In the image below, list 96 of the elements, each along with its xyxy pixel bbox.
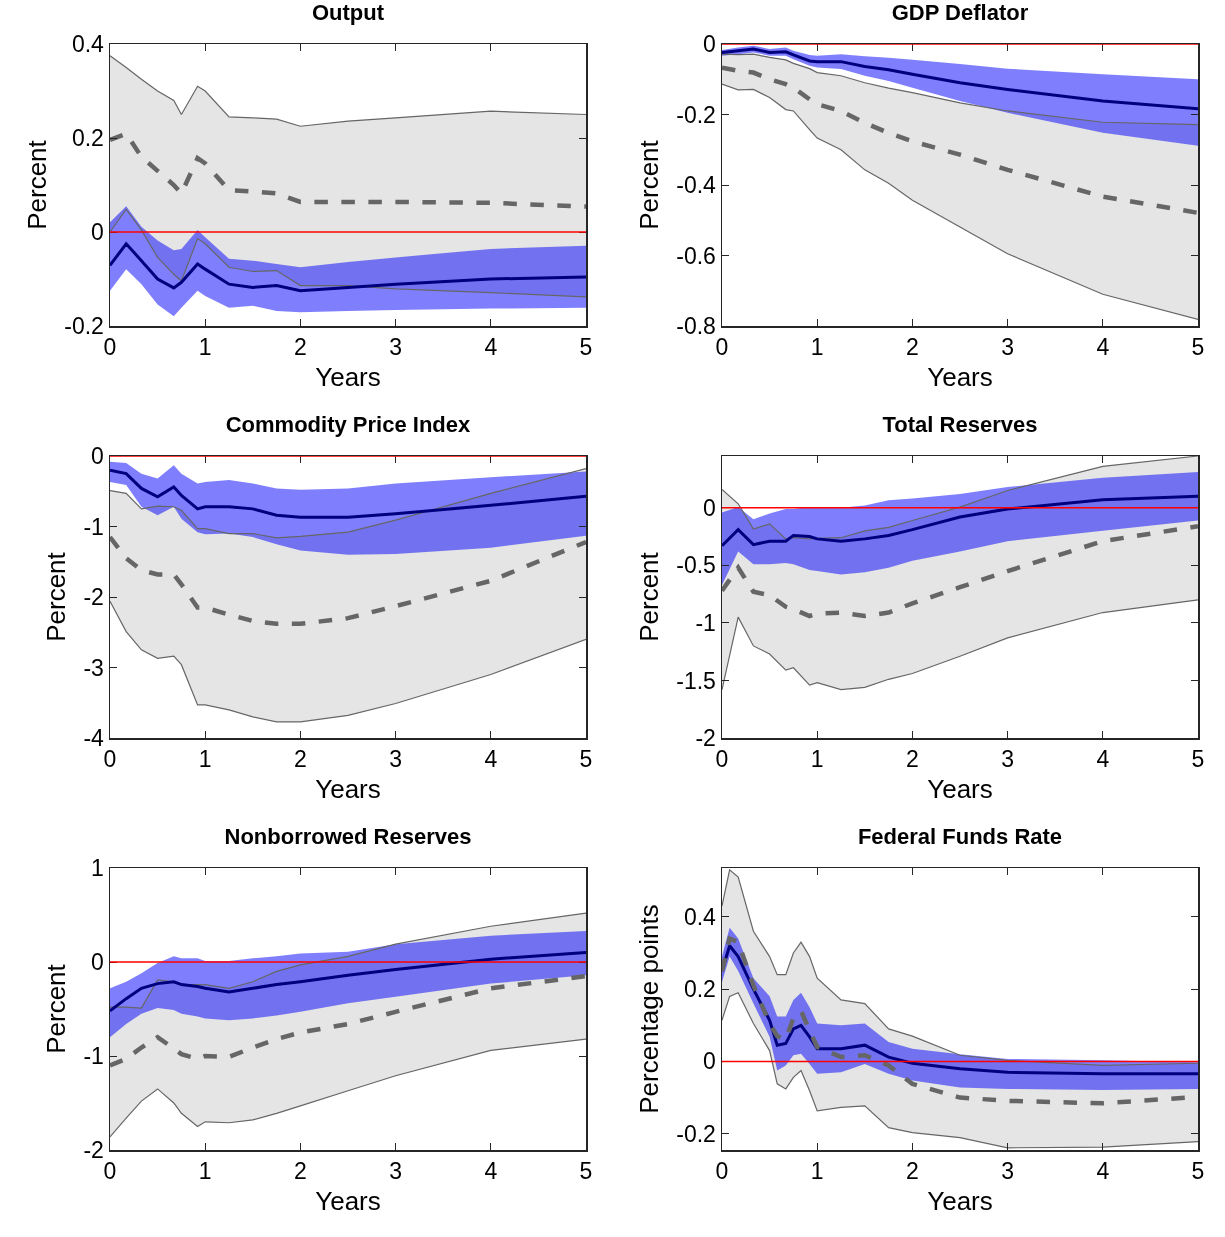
line-series <box>110 208 586 298</box>
x-tick-label: 2 <box>294 1158 307 1185</box>
y-tick-label: -0.2 <box>676 101 716 128</box>
x-axis-title: Years <box>315 773 381 804</box>
x-tick-label: 5 <box>1191 746 1205 773</box>
x-tick-label: 5 <box>1191 1158 1205 1185</box>
line-series <box>722 869 1198 1066</box>
x-tick-label: 3 <box>1001 334 1014 361</box>
line-series <box>110 468 586 539</box>
chart-title: GDP Deflator <box>891 0 1029 25</box>
y-tick-label: -0.6 <box>676 242 716 269</box>
x-tick-label: 4 <box>1096 746 1110 773</box>
x-tick-label: 2 <box>906 746 919 773</box>
y-tick-label: 0 <box>703 31 716 58</box>
y-axis-title: Percent <box>21 139 52 230</box>
line-series <box>110 912 586 1009</box>
line-series <box>110 468 586 519</box>
y-tick-label: -1 <box>83 513 104 540</box>
chart-title: Nonborrowed Reserves <box>224 823 472 849</box>
y-tick-label: -0.5 <box>676 552 716 579</box>
y-tick-label: -2 <box>83 584 104 611</box>
x-tick-label: 4 <box>1096 334 1110 361</box>
chart-title: Commodity Price Index <box>225 411 472 437</box>
x-tick-label: 4 <box>484 334 498 361</box>
x-tick-label: 3 <box>1001 1158 1014 1185</box>
line-series <box>722 65 1198 216</box>
line-series <box>722 47 1198 111</box>
y-tick-label: 1 <box>91 855 104 882</box>
y-tick-label: -0.4 <box>676 172 717 199</box>
x-tick-label: 1 <box>198 746 212 773</box>
y-tick-label: 0 <box>703 1048 716 1075</box>
line-series <box>722 523 1198 619</box>
line-series <box>722 53 1198 126</box>
line-series <box>110 55 586 127</box>
line-series <box>110 534 586 627</box>
x-tick-label: 5 <box>579 1158 593 1185</box>
line-series <box>722 494 1198 548</box>
y-tick-label: -3 <box>83 654 104 681</box>
x-tick-label: 1 <box>810 334 824 361</box>
x-tick-label: 5 <box>579 334 593 361</box>
line-series <box>110 131 586 209</box>
y-axis-title: Percentage points <box>633 904 664 1114</box>
chart-title: Federal Funds Rate <box>857 823 1063 849</box>
line-series <box>110 951 586 1013</box>
x-tick-label: 4 <box>1096 1158 1110 1185</box>
line-series <box>722 456 1198 540</box>
x-axis-title: Years <box>315 1185 381 1216</box>
x-tick-label: 3 <box>1001 746 1014 773</box>
x-tick-label: 5 <box>579 746 593 773</box>
x-tick-label: 2 <box>294 746 307 773</box>
y-tick-label: 0 <box>91 949 104 976</box>
x-tick-label: 1 <box>198 334 212 361</box>
line-series <box>110 242 586 293</box>
x-axis-title: Years <box>927 773 993 804</box>
y-tick-label: 0 <box>91 219 104 246</box>
y-tick-label: -0.2 <box>64 313 104 340</box>
y-tick-label: -1.5 <box>676 667 716 694</box>
x-axis-title: Years <box>927 1185 993 1216</box>
y-tick-label: -0.2 <box>676 1120 716 1147</box>
y-tick-label: 0.2 <box>683 976 716 1003</box>
line-series <box>110 1038 586 1138</box>
x-axis-title: Years <box>927 361 993 392</box>
y-tick-label: 0.4 <box>683 903 717 930</box>
x-axis-title: Years <box>315 361 381 392</box>
x-tick-label: 4 <box>484 746 498 773</box>
chart-title: Output <box>311 0 385 25</box>
x-tick-label: 2 <box>294 334 307 361</box>
chart-title: Total Reserves <box>882 411 1038 437</box>
y-tick-label: -2 <box>695 725 716 752</box>
y-axis-title: Percent <box>633 551 664 642</box>
y-tick-label: 0 <box>703 494 716 521</box>
x-tick-label: 2 <box>906 1158 919 1185</box>
line-series <box>110 973 586 1068</box>
y-tick-label: -4 <box>83 725 105 752</box>
y-tick-label: -1 <box>695 609 716 636</box>
x-tick-label: 3 <box>389 334 402 361</box>
x-tick-label: 3 <box>389 1158 402 1185</box>
y-tick-label: 0 <box>91 443 104 470</box>
x-tick-label: 5 <box>1191 334 1205 361</box>
x-tick-label: 2 <box>906 334 919 361</box>
y-axis-title: Percent <box>41 551 72 642</box>
y-tick-label: 0.2 <box>71 125 104 152</box>
line-series <box>722 992 1198 1149</box>
y-tick-label: 0.4 <box>71 31 105 58</box>
y-axis-title: Percent <box>41 963 72 1054</box>
x-tick-label: 4 <box>484 1158 498 1185</box>
line-series <box>722 599 1198 691</box>
y-tick-label: -0.8 <box>676 313 716 340</box>
y-tick-label: -2 <box>83 1137 104 1164</box>
y-axis-title: Percent <box>633 139 664 230</box>
x-tick-label: 3 <box>389 746 402 773</box>
line-series <box>110 600 586 723</box>
x-tick-label: 1 <box>810 1158 824 1185</box>
x-tick-label: 1 <box>198 1158 212 1185</box>
y-tick-label: -1 <box>83 1043 104 1070</box>
x-tick-label: 1 <box>810 746 824 773</box>
